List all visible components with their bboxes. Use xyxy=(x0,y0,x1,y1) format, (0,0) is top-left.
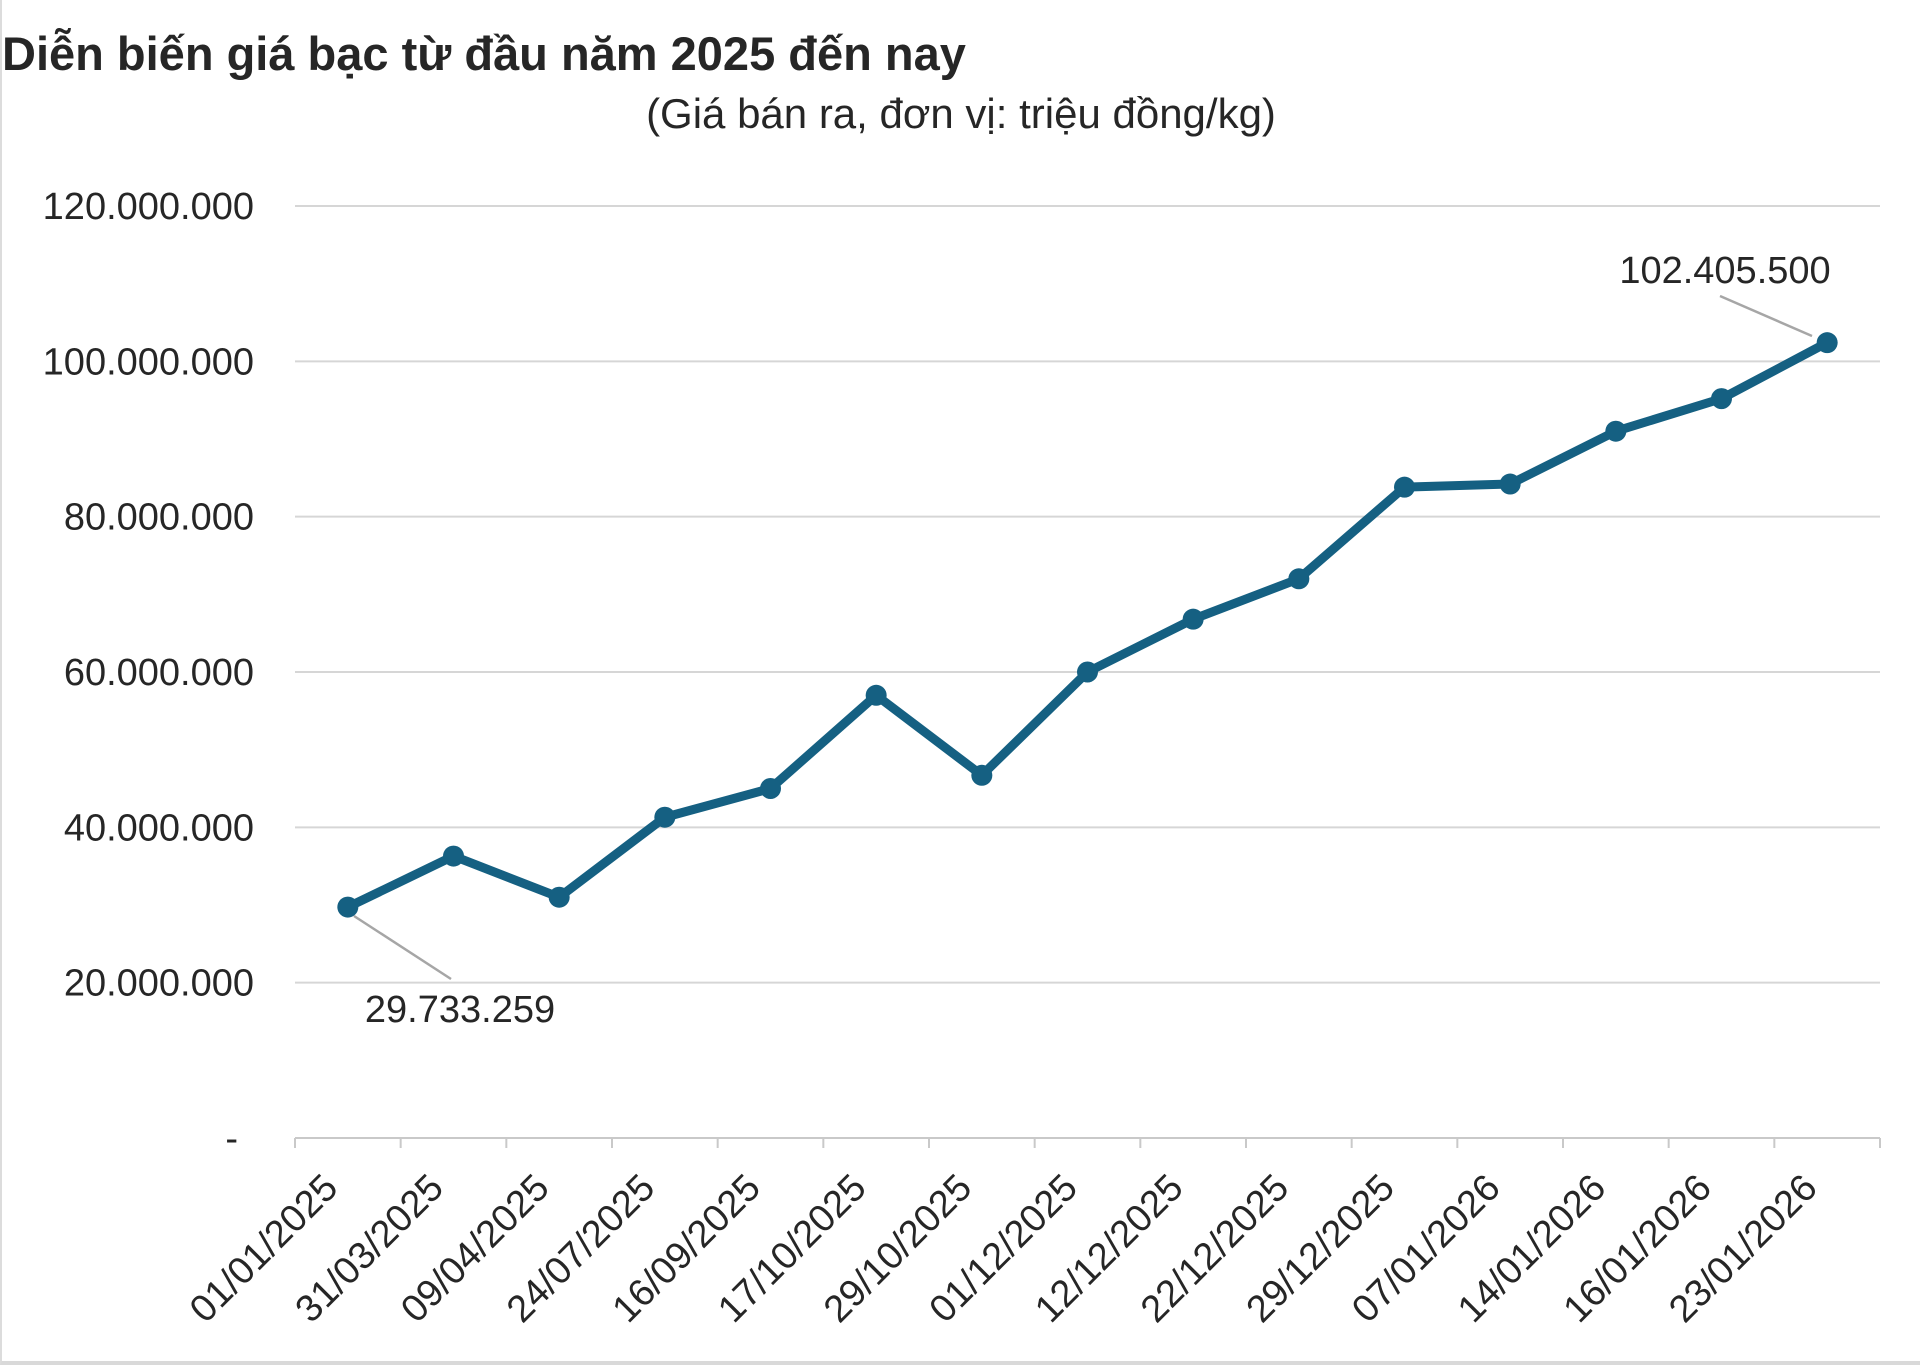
x-axis-labels: 01/01/202531/03/202509/04/202524/07/2025… xyxy=(182,1167,1826,1331)
data-point xyxy=(1605,420,1627,442)
y-axis-label: 60.000.000 xyxy=(64,652,254,694)
data-point-label: 29.733.259 xyxy=(365,989,555,1031)
y-axis-label: 80.000.000 xyxy=(64,497,254,539)
chart-subtitle: (Giá bán ra, đơn vị: triệu đồng/kg) xyxy=(646,90,1276,137)
y-axis-label: 40.000.000 xyxy=(64,807,254,849)
data-point xyxy=(1711,388,1732,410)
price-line-series xyxy=(337,332,1838,918)
data-labels: 29.733.259 102.405.500 xyxy=(365,250,1831,1031)
data-point xyxy=(760,778,781,799)
data-point xyxy=(654,806,676,828)
y-axis-label: - xyxy=(225,1118,238,1160)
x-axis xyxy=(294,1137,1881,1148)
series-line xyxy=(343,338,1832,912)
data-point xyxy=(1816,332,1838,354)
data-point xyxy=(1394,476,1415,498)
data-point xyxy=(865,684,887,706)
data-point xyxy=(1288,568,1310,590)
data-point xyxy=(337,896,359,918)
y-axis-label: 20.000.000 xyxy=(64,963,254,1005)
y-axis-label: 100.000.000 xyxy=(43,341,254,383)
data-point xyxy=(1499,473,1521,495)
data-point xyxy=(443,845,464,867)
y-axis-label: 120.000.000 xyxy=(43,186,254,228)
data-point xyxy=(548,886,570,908)
label-leader-lines xyxy=(353,294,1813,981)
data-point xyxy=(971,764,993,786)
data-point xyxy=(1077,661,1098,683)
data-point xyxy=(1182,608,1204,630)
leader-line xyxy=(353,914,452,981)
y-axis-labels: 120.000.000 100.000.000 80.000.000 60.000.0… xyxy=(43,186,254,1160)
data-point-label: 102.405.500 xyxy=(1619,250,1830,292)
chart-title: Diễn biến giá bạc từ đầu năm 2025 đến na… xyxy=(2,27,966,80)
leader-line xyxy=(1719,294,1813,338)
gridlines xyxy=(295,205,1880,984)
